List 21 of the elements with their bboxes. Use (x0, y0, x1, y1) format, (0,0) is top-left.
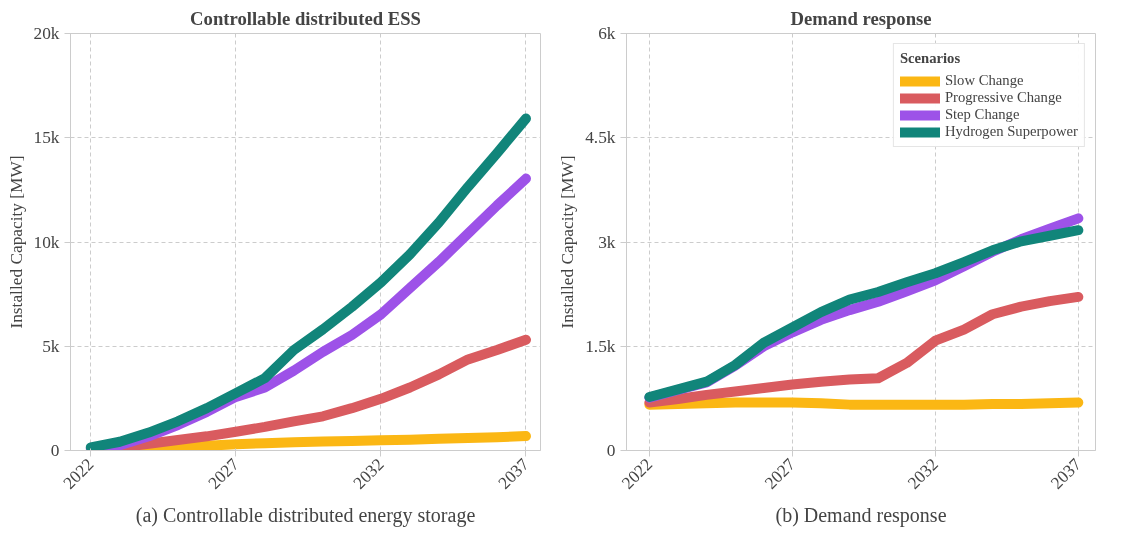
chart-title: Demand response (790, 7, 932, 29)
legend-title: Scenarios (899, 50, 962, 67)
legend-label: Slow Change (944, 72, 1024, 89)
legend-label: Progressive Change (944, 89, 1062, 106)
legend-label: Step Change (944, 106, 1020, 123)
y-tick-label: 6k (598, 24, 616, 43)
y-axis-title: Installed Capacity [MW] (558, 155, 578, 329)
legend-label: Hydrogen Superpower (944, 123, 1078, 140)
y-tick-label: 0 (606, 441, 616, 460)
y-tick-label: 0 (50, 441, 60, 460)
y-tick-label: 5k (42, 336, 60, 356)
y-tick-label: 15k (33, 128, 60, 148)
y-tick-label: 10k (33, 232, 60, 252)
text: (a) Controllable distributed energy storage (135, 503, 476, 527)
y-tick-label: 4.5k (585, 128, 616, 148)
chart-title: Controllable distributed ESS (190, 7, 421, 29)
y-tick-label: 3k (598, 232, 616, 252)
y-tick-label: 20k (33, 24, 60, 43)
text: (b) Demand response (775, 503, 947, 527)
y-axis-title: Installed Capacity [MW] (6, 155, 26, 329)
y-tick-label: 1.5k (585, 336, 616, 356)
